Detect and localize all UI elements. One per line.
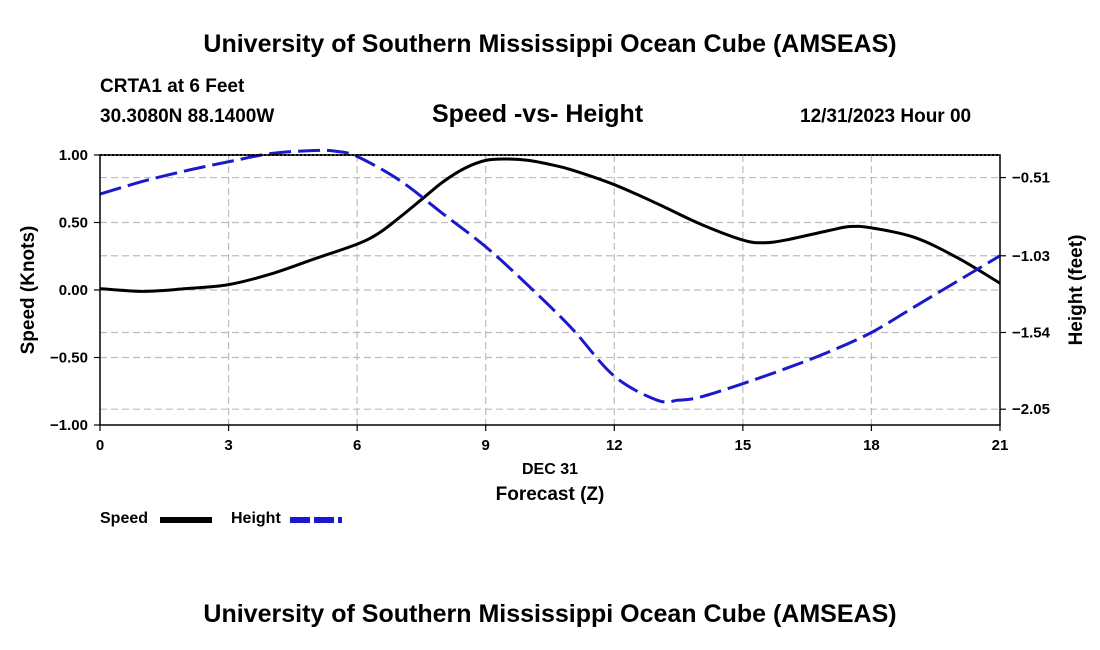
y-tick-label-left: −0.50 bbox=[50, 350, 88, 367]
x-tick-label: 9 bbox=[482, 437, 490, 454]
legend-height-label: Height bbox=[231, 510, 281, 527]
y-tick-label-right: −2.05 bbox=[1012, 401, 1050, 418]
legend-speed-swatch bbox=[160, 517, 212, 523]
series-line-speed bbox=[99, 157, 1001, 293]
plot-title: Speed -vs- Height bbox=[432, 100, 644, 128]
y-tick-label-left: 0.50 bbox=[59, 215, 88, 232]
x-tick-label: 12 bbox=[606, 437, 623, 454]
x-axis-sublabel: DEC 31 bbox=[522, 461, 578, 478]
x-axis-label: Forecast (Z) bbox=[496, 484, 605, 505]
axes: 0 3 6 9 12 15 18 21 1.00 0.50 0.00 −0.50 −1.00 −0.51 −… bbox=[50, 147, 1051, 454]
y-axis-label-left: Speed (Knots) bbox=[18, 226, 39, 355]
speed-height-chart: 0 3 6 9 12 15 18 21 1.00 0.50 0.00 −0.50 −1.00 −0.51 −… bbox=[18, 147, 1087, 505]
y-tick-label-right: −1.03 bbox=[1012, 248, 1050, 265]
footer-title: University of Southern Mississippi Ocean… bbox=[203, 600, 897, 628]
x-tick-label: 6 bbox=[353, 437, 361, 454]
grid bbox=[100, 155, 1000, 425]
y-tick-label-left: 1.00 bbox=[59, 147, 88, 164]
y-tick-label-right: −0.51 bbox=[1012, 170, 1050, 187]
y-axis-label-right: Height (feet) bbox=[1066, 235, 1087, 346]
station-label: CRTA1 at 6 Feet bbox=[100, 76, 245, 97]
x-tick-label: 21 bbox=[992, 437, 1009, 454]
x-tick-label: 0 bbox=[96, 437, 104, 454]
chart-title: University of Southern Mississippi Ocean… bbox=[203, 30, 897, 58]
x-tick-label: 18 bbox=[863, 437, 880, 454]
datetime-label: 12/31/2023 Hour 00 bbox=[800, 106, 972, 127]
y-tick-label-left: 0.00 bbox=[59, 282, 88, 299]
legend-speed-label: Speed bbox=[100, 510, 149, 527]
legend-height-swatch bbox=[290, 517, 342, 523]
series-line-height bbox=[99, 148, 1001, 404]
x-tick-label: 3 bbox=[224, 437, 232, 454]
y-tick-label-right: −1.54 bbox=[1012, 324, 1051, 341]
y-tick-label-left: −1.00 bbox=[50, 417, 88, 434]
series-layer bbox=[99, 148, 1001, 404]
x-tick-label: 15 bbox=[735, 437, 752, 454]
coordinates-label: 30.3080N 88.1400W bbox=[100, 106, 275, 127]
